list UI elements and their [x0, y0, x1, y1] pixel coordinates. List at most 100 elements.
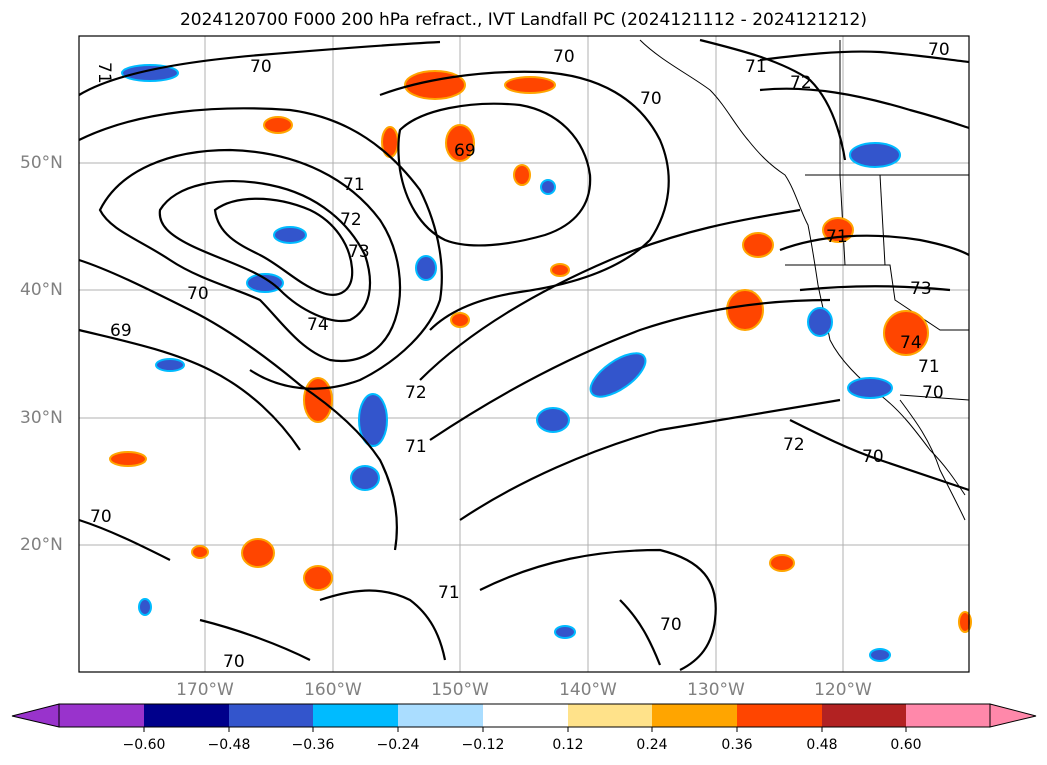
contour-label: 70: [640, 89, 662, 109]
colorbar-bin: [313, 704, 398, 727]
neg-patch-13: [554, 625, 576, 639]
contour-line-8: [78, 258, 398, 551]
colorbar: [11, 703, 1037, 732]
colorbar-tick-label: −0.12: [461, 737, 505, 753]
neg-patch-14: [869, 648, 891, 662]
map-frame: [78, 35, 970, 673]
pos-patch-3: [263, 116, 293, 134]
north-america-coast: [639, 39, 966, 496]
contour-line-16: [759, 50, 970, 64]
neg-patch-6: [807, 307, 833, 337]
contour-label: 69: [110, 321, 132, 341]
contour-line-13: [479, 548, 717, 671]
colorbar-bin: [737, 704, 822, 727]
pos-patch-12: [241, 538, 275, 568]
neg-patch-2: [849, 142, 901, 168]
graticule: [79, 36, 969, 672]
lat-label-20n: 20°N: [20, 535, 63, 555]
colorbar-tick-label: 0.60: [890, 737, 922, 753]
pos-patch-5: [445, 124, 475, 162]
contour-line-9: [78, 328, 301, 451]
neg-patch-3: [273, 226, 307, 244]
refractivity-anomaly-fills: [109, 64, 972, 662]
colorbar-tick-label: −0.24: [376, 737, 420, 753]
lon-label-120w: 120°W: [814, 680, 872, 700]
map-panel: 71 70 70 70 71 72 70 69 71 72 73 70 74 6…: [78, 35, 972, 673]
contour-line-4: [158, 180, 372, 323]
plot-title: 2024120700 F000 200 hPa refract., IVT La…: [179, 10, 867, 30]
neg-patch-12: [138, 598, 152, 616]
contour-label: 70: [553, 47, 575, 67]
contour-line-21: [78, 518, 171, 561]
contour-label: 73: [910, 279, 932, 299]
contour-label: 71: [745, 57, 767, 77]
contour-label: 71: [918, 357, 940, 377]
contour-line-12: [459, 398, 841, 521]
neg-patch-11: [350, 465, 380, 491]
colorbar-bin: [144, 704, 229, 727]
pos-patch-11: [109, 451, 147, 467]
contour-line-2: [78, 107, 443, 390]
colorbar-tick-label: −0.48: [207, 737, 251, 753]
pos-patch-18: [450, 312, 470, 328]
pos-patch-8: [726, 289, 764, 331]
colorbar-tick-label: −0.60: [122, 737, 166, 753]
contour-label: 69: [454, 141, 476, 161]
neg-patch-7: [589, 352, 647, 398]
contour-line-17: [759, 87, 970, 130]
pos-patch-16: [958, 611, 972, 633]
lat-label-30n: 30°N: [20, 408, 63, 428]
state-boundary-1: [785, 264, 969, 331]
contour-label: 72: [405, 383, 427, 403]
neg-patch-16: [155, 358, 185, 372]
colorbar-tick-label: 0.48: [806, 737, 838, 753]
colorbar-bin: [822, 704, 906, 727]
contour-label: 70: [250, 57, 272, 77]
contour-line-15: [699, 38, 847, 161]
pos-patch-9: [883, 310, 929, 356]
contour-line-20: [789, 419, 970, 492]
contour-label: 70: [660, 615, 682, 635]
colorbar-bin: [59, 704, 144, 727]
colorbar-extend-min: [11, 703, 60, 728]
pos-patch-14: [769, 554, 795, 572]
lat-label-40n: 40°N: [20, 280, 63, 300]
coastlines: [639, 39, 970, 521]
pos-patch-10: [303, 377, 333, 423]
lat-label-50n: 50°N: [20, 153, 63, 173]
contour-line-10: [419, 208, 801, 381]
contour-label: 70: [223, 652, 245, 672]
contour-label: 70: [922, 383, 944, 403]
contour-line-7: [379, 70, 670, 331]
contour-label: 72: [783, 435, 805, 455]
contour-line-23: [319, 589, 447, 661]
contour-label: 70: [90, 507, 112, 527]
contour-line-19: [799, 285, 951, 292]
contour-label: 71: [343, 175, 365, 195]
neg-patch-15: [540, 179, 556, 195]
colorbar-tick-label: 0.36: [721, 737, 753, 753]
contour-line-11: [429, 298, 831, 441]
colorbar-extend-max: [989, 703, 1037, 728]
colorbar-bin: [906, 704, 990, 727]
refractivity-contours: [78, 38, 970, 671]
lon-label-140w: 140°W: [559, 680, 617, 700]
lon-label-160w: 160°W: [304, 680, 362, 700]
colorbar-frame: [58, 703, 991, 728]
contour-label: 72: [790, 73, 812, 93]
contour-label: 74: [900, 333, 922, 353]
contour-label: 70: [928, 40, 950, 60]
colorbar-bin: [652, 704, 737, 727]
contour-line-6: [397, 102, 592, 247]
pos-patch-19: [550, 263, 570, 277]
colorbar-tick-label: 0.24: [636, 737, 668, 753]
contour-line-1: [78, 40, 441, 96]
lon-label-150w: 150°W: [431, 680, 489, 700]
colorbar-bin: [483, 704, 568, 727]
colorbar-bin: [229, 704, 313, 727]
pos-patch-6: [742, 232, 774, 258]
contour-label: 74: [307, 315, 329, 335]
neg-patch-8: [847, 377, 893, 399]
baja-coast: [899, 399, 966, 521]
